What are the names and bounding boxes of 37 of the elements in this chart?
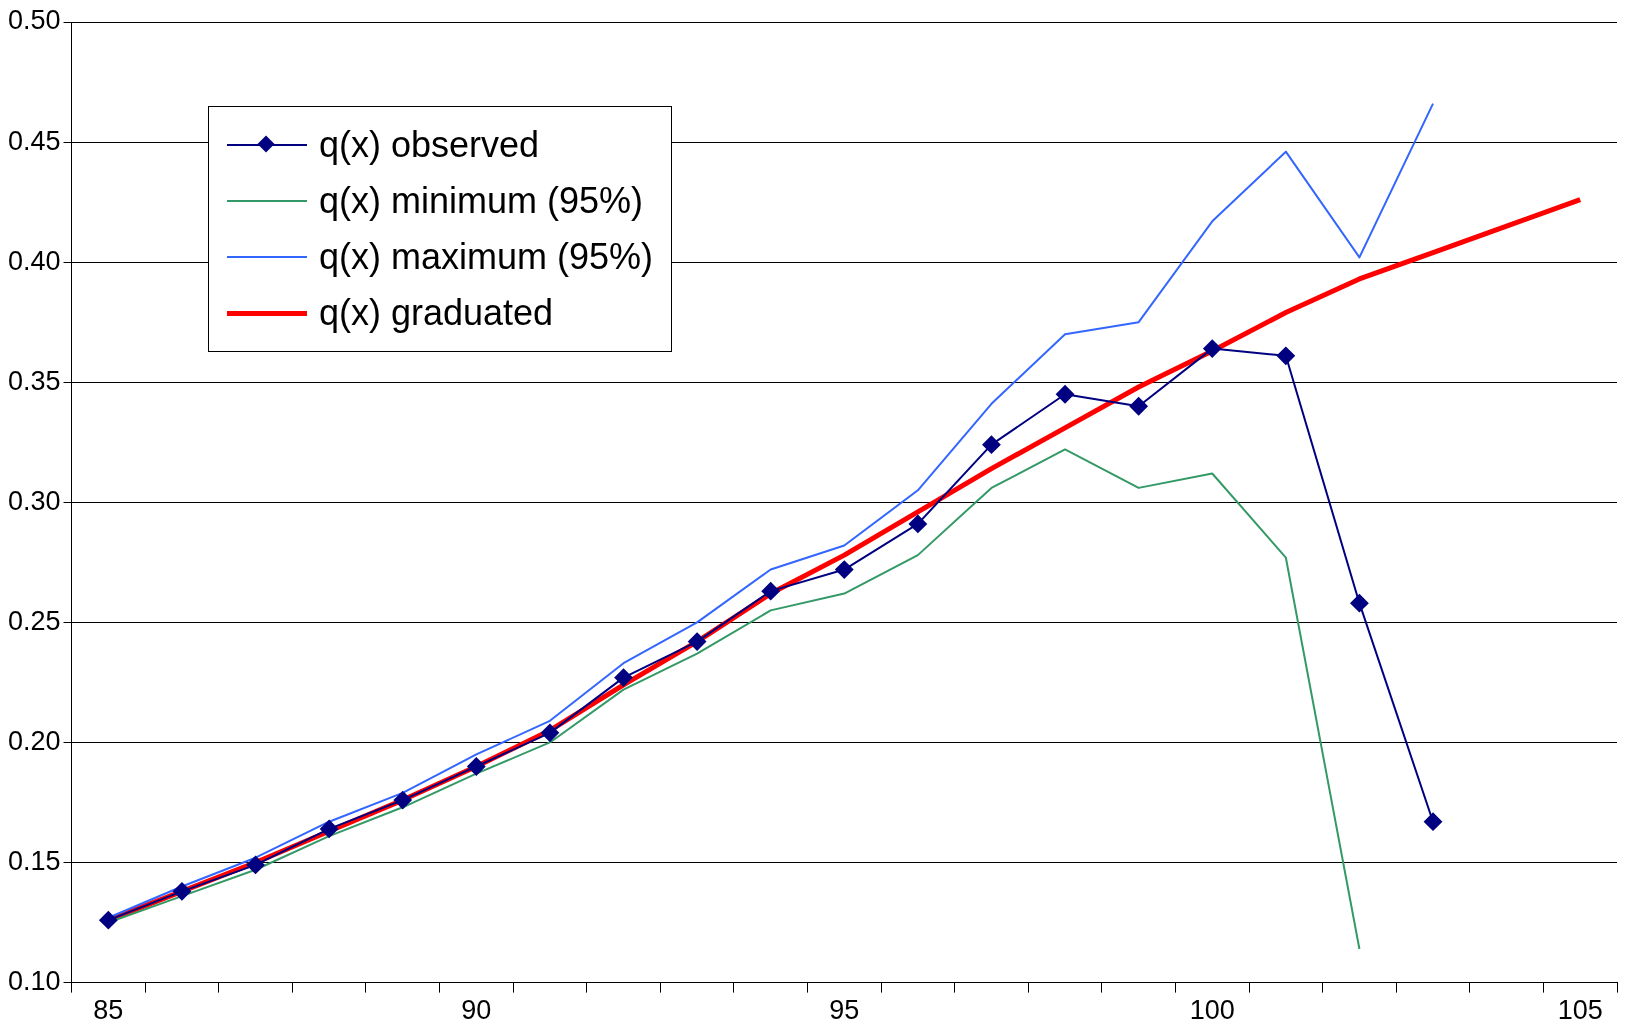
y-tick-label: 0.40 [7,245,61,276]
point [1276,346,1295,365]
point [1129,397,1148,416]
point [614,668,633,687]
point [908,514,927,533]
x-tick-label: 90 [461,995,492,1026]
point [1203,339,1222,358]
y-tick-label: 0.45 [7,125,61,156]
point [1350,594,1369,613]
y-tick-label: 0.50 [7,5,61,36]
legend-label: q(x) graduated [319,292,554,334]
y-tick-label: 0.25 [7,605,61,636]
y-tick-label: 0.15 [7,845,61,876]
y-tick-label: 0.20 [7,725,61,756]
x-tick-label: 100 [1189,995,1235,1026]
point [835,560,854,579]
y-tick-label: 0.10 [7,966,61,997]
point [688,632,707,651]
point [393,791,412,810]
point [320,819,339,838]
point [99,911,118,930]
x-tick-label: 105 [1557,995,1603,1026]
point [982,435,1001,454]
point [1056,385,1075,404]
point [1424,812,1443,831]
y-tick-label: 0.35 [7,365,61,396]
legend-label: q(x) minimum (95%) [319,180,644,222]
point [761,582,780,601]
point [467,757,486,776]
x-tick-label: 95 [829,995,860,1026]
x-tick-label: 85 [93,995,124,1026]
point [246,855,265,874]
point [172,882,191,901]
point [540,723,559,742]
legend-label: q(x) observed [319,124,540,166]
legend-label: q(x) maximum (95%) [319,236,654,278]
y-tick-label: 0.30 [7,485,61,516]
